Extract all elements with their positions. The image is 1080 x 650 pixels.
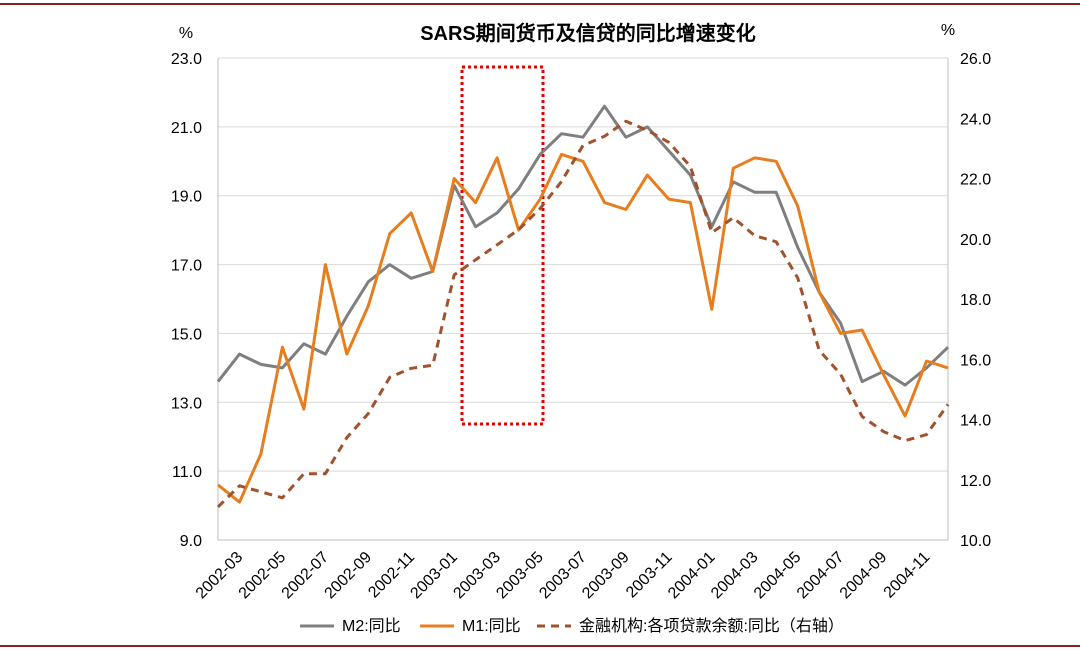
x-tick-label: 2004-11 (881, 549, 934, 602)
series-group (216, 104, 950, 508)
left-tick-label: 13.0 (171, 395, 202, 412)
left-tick-label: 19.0 (171, 189, 202, 206)
right-tick-label: 16.0 (960, 352, 991, 369)
chart-title: SARS期间货币及信贷的同比增速变化 (420, 21, 756, 45)
gridlines (217, 57, 949, 541)
sars-period-highlight-box (460, 65, 545, 426)
right-tick-label: 18.0 (960, 292, 991, 309)
left-tick-label: 23.0 (171, 51, 202, 68)
right-axis-unit: % (941, 22, 955, 39)
x-tick-label: 2002-09 (322, 549, 376, 603)
right-tick-label: 24.0 (960, 111, 991, 128)
legend-label-3: 金融机构:各项贷款余额:同比（右轴） (579, 616, 844, 635)
left-tick-label: 15.0 (171, 326, 202, 343)
left-axis-unit: % (179, 25, 193, 42)
right-tick-label: 22.0 (960, 172, 991, 189)
legend-label-1: M2:同比 (342, 617, 401, 635)
series-line-2 (217, 152, 949, 504)
right-tick-label: 20.0 (960, 232, 991, 249)
legend-label-2: M1:同比 (462, 617, 521, 635)
top-rule (0, 3, 1080, 5)
left-tick-label: 17.0 (171, 258, 202, 275)
right-tick-label: 12.0 (960, 473, 991, 490)
left-tick-label: 9.0 (180, 533, 202, 550)
x-tick-label: 2004-09 (837, 549, 891, 603)
series-line-3 (216, 119, 950, 508)
right-tick-label: 26.0 (960, 51, 991, 68)
x-tick-label: 2003-09 (579, 549, 633, 603)
left-tick-label: 21.0 (171, 120, 202, 137)
right-tick-label: 10.0 (960, 533, 991, 550)
legend: M2:同比 M1:同比 金融机构:各项贷款余额:同比（右轴） (300, 616, 844, 635)
left-axis-ticks: 23.0 21.0 19.0 17.0 15.0 13.0 11.0 9.0 (171, 51, 202, 550)
right-tick-label: 14.0 (960, 413, 991, 430)
x-axis-ticks: 2002-032002-052002-072002-092002-112003-… (193, 549, 934, 603)
right-axis-ticks: 26.0 24.0 22.0 20.0 18.0 16.0 14.0 12.0 10.0 (960, 51, 991, 550)
left-tick-label: 11.0 (172, 464, 202, 481)
bottom-rule (0, 645, 1080, 647)
